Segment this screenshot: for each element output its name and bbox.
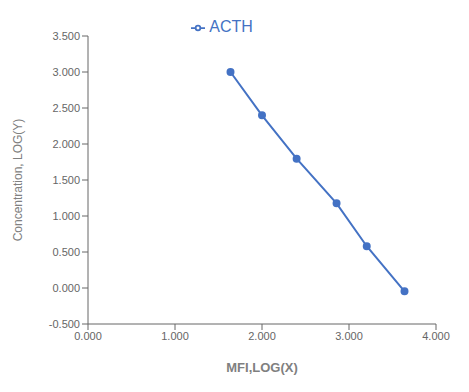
svg-text:0.000: 0.000 <box>74 330 102 342</box>
html-text:ACTH: ACTH <box>209 18 253 35</box>
svg-text:1.500: 1.500 <box>52 174 80 186</box>
svg-text:3.500: 3.500 <box>52 30 80 42</box>
svg-text:3.000: 3.000 <box>52 66 80 78</box>
svg-text:0.500: 0.500 <box>52 246 80 258</box>
svg-text:1.000: 1.000 <box>52 210 80 222</box>
svg-text:2.500: 2.500 <box>52 102 80 114</box>
svg-text:Concentration, LOG(Y): Concentration, LOG(Y) <box>11 119 25 242</box>
svg-text:MFI,LOG(X): MFI,LOG(X) <box>226 360 298 375</box>
svg-text:2.000: 2.000 <box>248 330 276 342</box>
svg-text:-0.500: -0.500 <box>49 318 80 330</box>
svg-text:0.000: 0.000 <box>52 282 80 294</box>
svg-text:2.000: 2.000 <box>52 138 80 150</box>
svg-text:3.000: 3.000 <box>335 330 363 342</box>
svg-text:1.000: 1.000 <box>161 330 189 342</box>
svg-text:4.000: 4.000 <box>422 330 450 342</box>
